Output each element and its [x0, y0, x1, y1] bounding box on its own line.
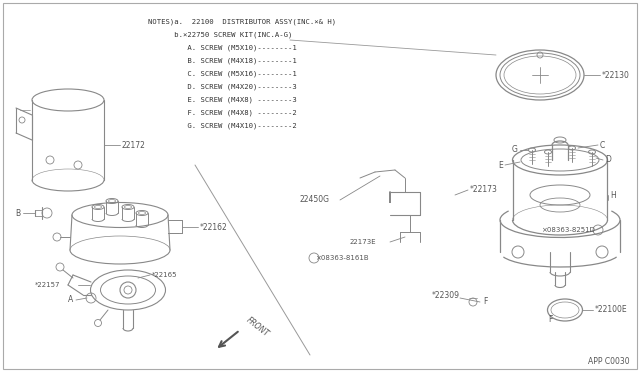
- Text: A. SCREW (M5X10)--------1: A. SCREW (M5X10)--------1: [148, 45, 297, 51]
- Text: 22173E: 22173E: [350, 239, 376, 245]
- Text: ×08363-8161B: ×08363-8161B: [315, 255, 369, 261]
- Text: A: A: [68, 295, 73, 305]
- Text: b.×22750 SCREW KIT(INC.A-G): b.×22750 SCREW KIT(INC.A-G): [148, 32, 292, 38]
- Text: B: B: [15, 208, 20, 218]
- Text: APP C0030: APP C0030: [588, 357, 630, 366]
- Text: G: G: [512, 145, 518, 154]
- Text: D: D: [605, 155, 611, 164]
- Text: G. SCREW (M4X10)--------2: G. SCREW (M4X10)--------2: [148, 123, 297, 129]
- Text: D. SCREW (M4X20)--------3: D. SCREW (M4X20)--------3: [148, 84, 297, 90]
- Text: *22100E: *22100E: [595, 305, 628, 314]
- Text: *22130: *22130: [602, 71, 630, 80]
- Text: C: C: [600, 141, 605, 150]
- Text: F: F: [548, 315, 552, 324]
- Text: *22157: *22157: [35, 282, 60, 288]
- Text: F. SCREW (M4X8) --------2: F. SCREW (M4X8) --------2: [148, 110, 297, 116]
- Text: FRONT: FRONT: [245, 315, 271, 339]
- Text: F: F: [483, 298, 488, 307]
- Text: C. SCREW (M5X16)--------1: C. SCREW (M5X16)--------1: [148, 71, 297, 77]
- Text: *22309: *22309: [432, 292, 460, 301]
- Text: B. SCREW (M4X18)--------1: B. SCREW (M4X18)--------1: [148, 58, 297, 64]
- Text: E. SCREW (M4X8) --------3: E. SCREW (M4X8) --------3: [148, 97, 297, 103]
- Text: 22172: 22172: [122, 141, 146, 150]
- Text: H: H: [610, 190, 616, 199]
- Text: *22162: *22162: [200, 222, 228, 231]
- Text: 22450G: 22450G: [300, 196, 330, 205]
- Text: NOTES)a.  22100  DISTRIBUTOR ASSY(INC.×& H): NOTES)a. 22100 DISTRIBUTOR ASSY(INC.×& H…: [148, 19, 336, 25]
- Text: ×08363-8251D: ×08363-8251D: [541, 227, 595, 233]
- Text: *22165: *22165: [152, 272, 177, 278]
- Text: E: E: [498, 160, 503, 170]
- Text: *22173: *22173: [470, 186, 498, 195]
